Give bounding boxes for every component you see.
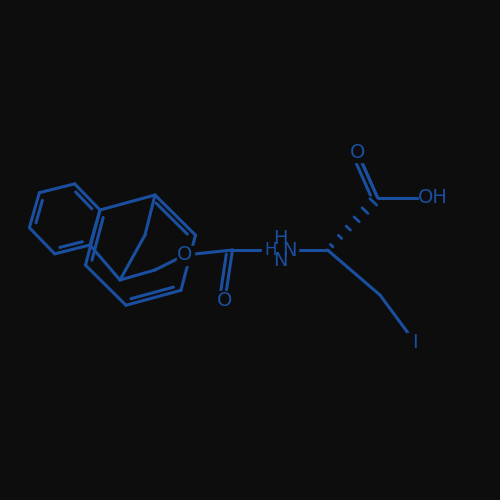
Bar [269,240,291,260]
Bar [349,143,366,162]
Bar [176,246,194,264]
Bar [419,188,446,207]
Text: O: O [178,246,192,264]
Bar [216,290,234,310]
Text: OH: OH [418,188,448,207]
Bar [262,240,298,260]
Text: O: O [350,143,365,162]
Bar [406,333,424,352]
Text: H: H [264,241,276,259]
Text: N: N [282,240,297,260]
Text: O: O [218,290,232,310]
Text: I: I [412,333,418,352]
Text: H
N: H N [273,230,287,270]
